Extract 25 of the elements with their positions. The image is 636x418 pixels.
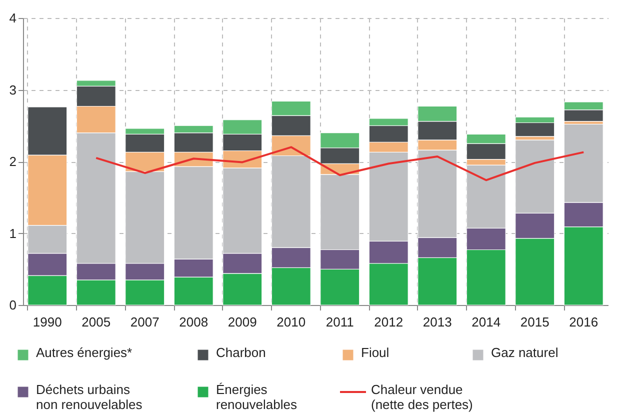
legend-label: Autres énergies* xyxy=(36,345,132,360)
line-series xyxy=(95,146,585,182)
x-tick-label: 2011 xyxy=(326,314,354,330)
legend-label: Déchets urbains non renouvelables xyxy=(36,382,143,412)
y-tick-label: 4 xyxy=(9,10,16,26)
legend-label: Fioul xyxy=(361,345,390,360)
x-tick-label: 2010 xyxy=(276,314,306,330)
x-tick-label: 2008 xyxy=(179,314,208,330)
x-tick-label: 2009 xyxy=(228,314,257,330)
legend-label: Gaz naturel xyxy=(491,345,558,360)
y-tick-label: 3 xyxy=(9,82,16,98)
x-tick-label: 2013 xyxy=(422,314,452,330)
legend-label: Énergies renouvelables xyxy=(216,382,298,412)
y-tick-label: 2 xyxy=(9,154,16,169)
x-tick-label: 2015 xyxy=(520,314,550,330)
x-tick-label: 1990 xyxy=(32,314,62,330)
x-tick-label: 2007 xyxy=(130,314,160,330)
x-tick-label: 2014 xyxy=(472,314,501,330)
x-tick-label: 2012 xyxy=(374,314,404,330)
x-tick-label: 2016 xyxy=(569,314,598,330)
legend-label: Charbon xyxy=(216,345,266,360)
y-tick-label: 1 xyxy=(9,226,16,241)
legend-label: Chaleur vendue (nette des pertes) xyxy=(371,382,473,412)
x-tick-label: 2005 xyxy=(82,314,111,330)
y-tick-label: 0 xyxy=(9,298,16,312)
